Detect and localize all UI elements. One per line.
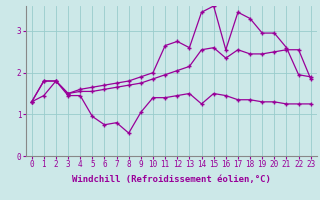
X-axis label: Windchill (Refroidissement éolien,°C): Windchill (Refroidissement éolien,°C) <box>72 175 271 184</box>
